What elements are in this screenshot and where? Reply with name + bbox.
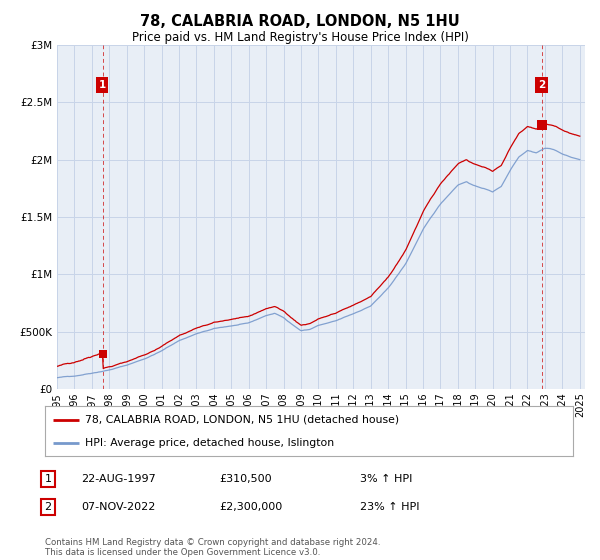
- Text: 78, CALABRIA ROAD, LONDON, N5 1HU: 78, CALABRIA ROAD, LONDON, N5 1HU: [140, 14, 460, 29]
- Text: 3% ↑ HPI: 3% ↑ HPI: [360, 474, 412, 484]
- Text: £310,500: £310,500: [219, 474, 272, 484]
- Text: 2: 2: [44, 502, 52, 512]
- Text: 22-AUG-1997: 22-AUG-1997: [81, 474, 156, 484]
- Text: 1: 1: [44, 474, 52, 484]
- Text: 2: 2: [538, 80, 545, 90]
- Text: 1: 1: [98, 80, 106, 90]
- Text: HPI: Average price, detached house, Islington: HPI: Average price, detached house, Isli…: [85, 438, 334, 448]
- Text: Price paid vs. HM Land Registry's House Price Index (HPI): Price paid vs. HM Land Registry's House …: [131, 31, 469, 44]
- Text: Contains HM Land Registry data © Crown copyright and database right 2024.
This d: Contains HM Land Registry data © Crown c…: [45, 538, 380, 557]
- Text: 23% ↑ HPI: 23% ↑ HPI: [360, 502, 419, 512]
- Text: £2,300,000: £2,300,000: [219, 502, 282, 512]
- Text: 07-NOV-2022: 07-NOV-2022: [81, 502, 155, 512]
- Text: 78, CALABRIA ROAD, LONDON, N5 1HU (detached house): 78, CALABRIA ROAD, LONDON, N5 1HU (detac…: [85, 414, 399, 424]
